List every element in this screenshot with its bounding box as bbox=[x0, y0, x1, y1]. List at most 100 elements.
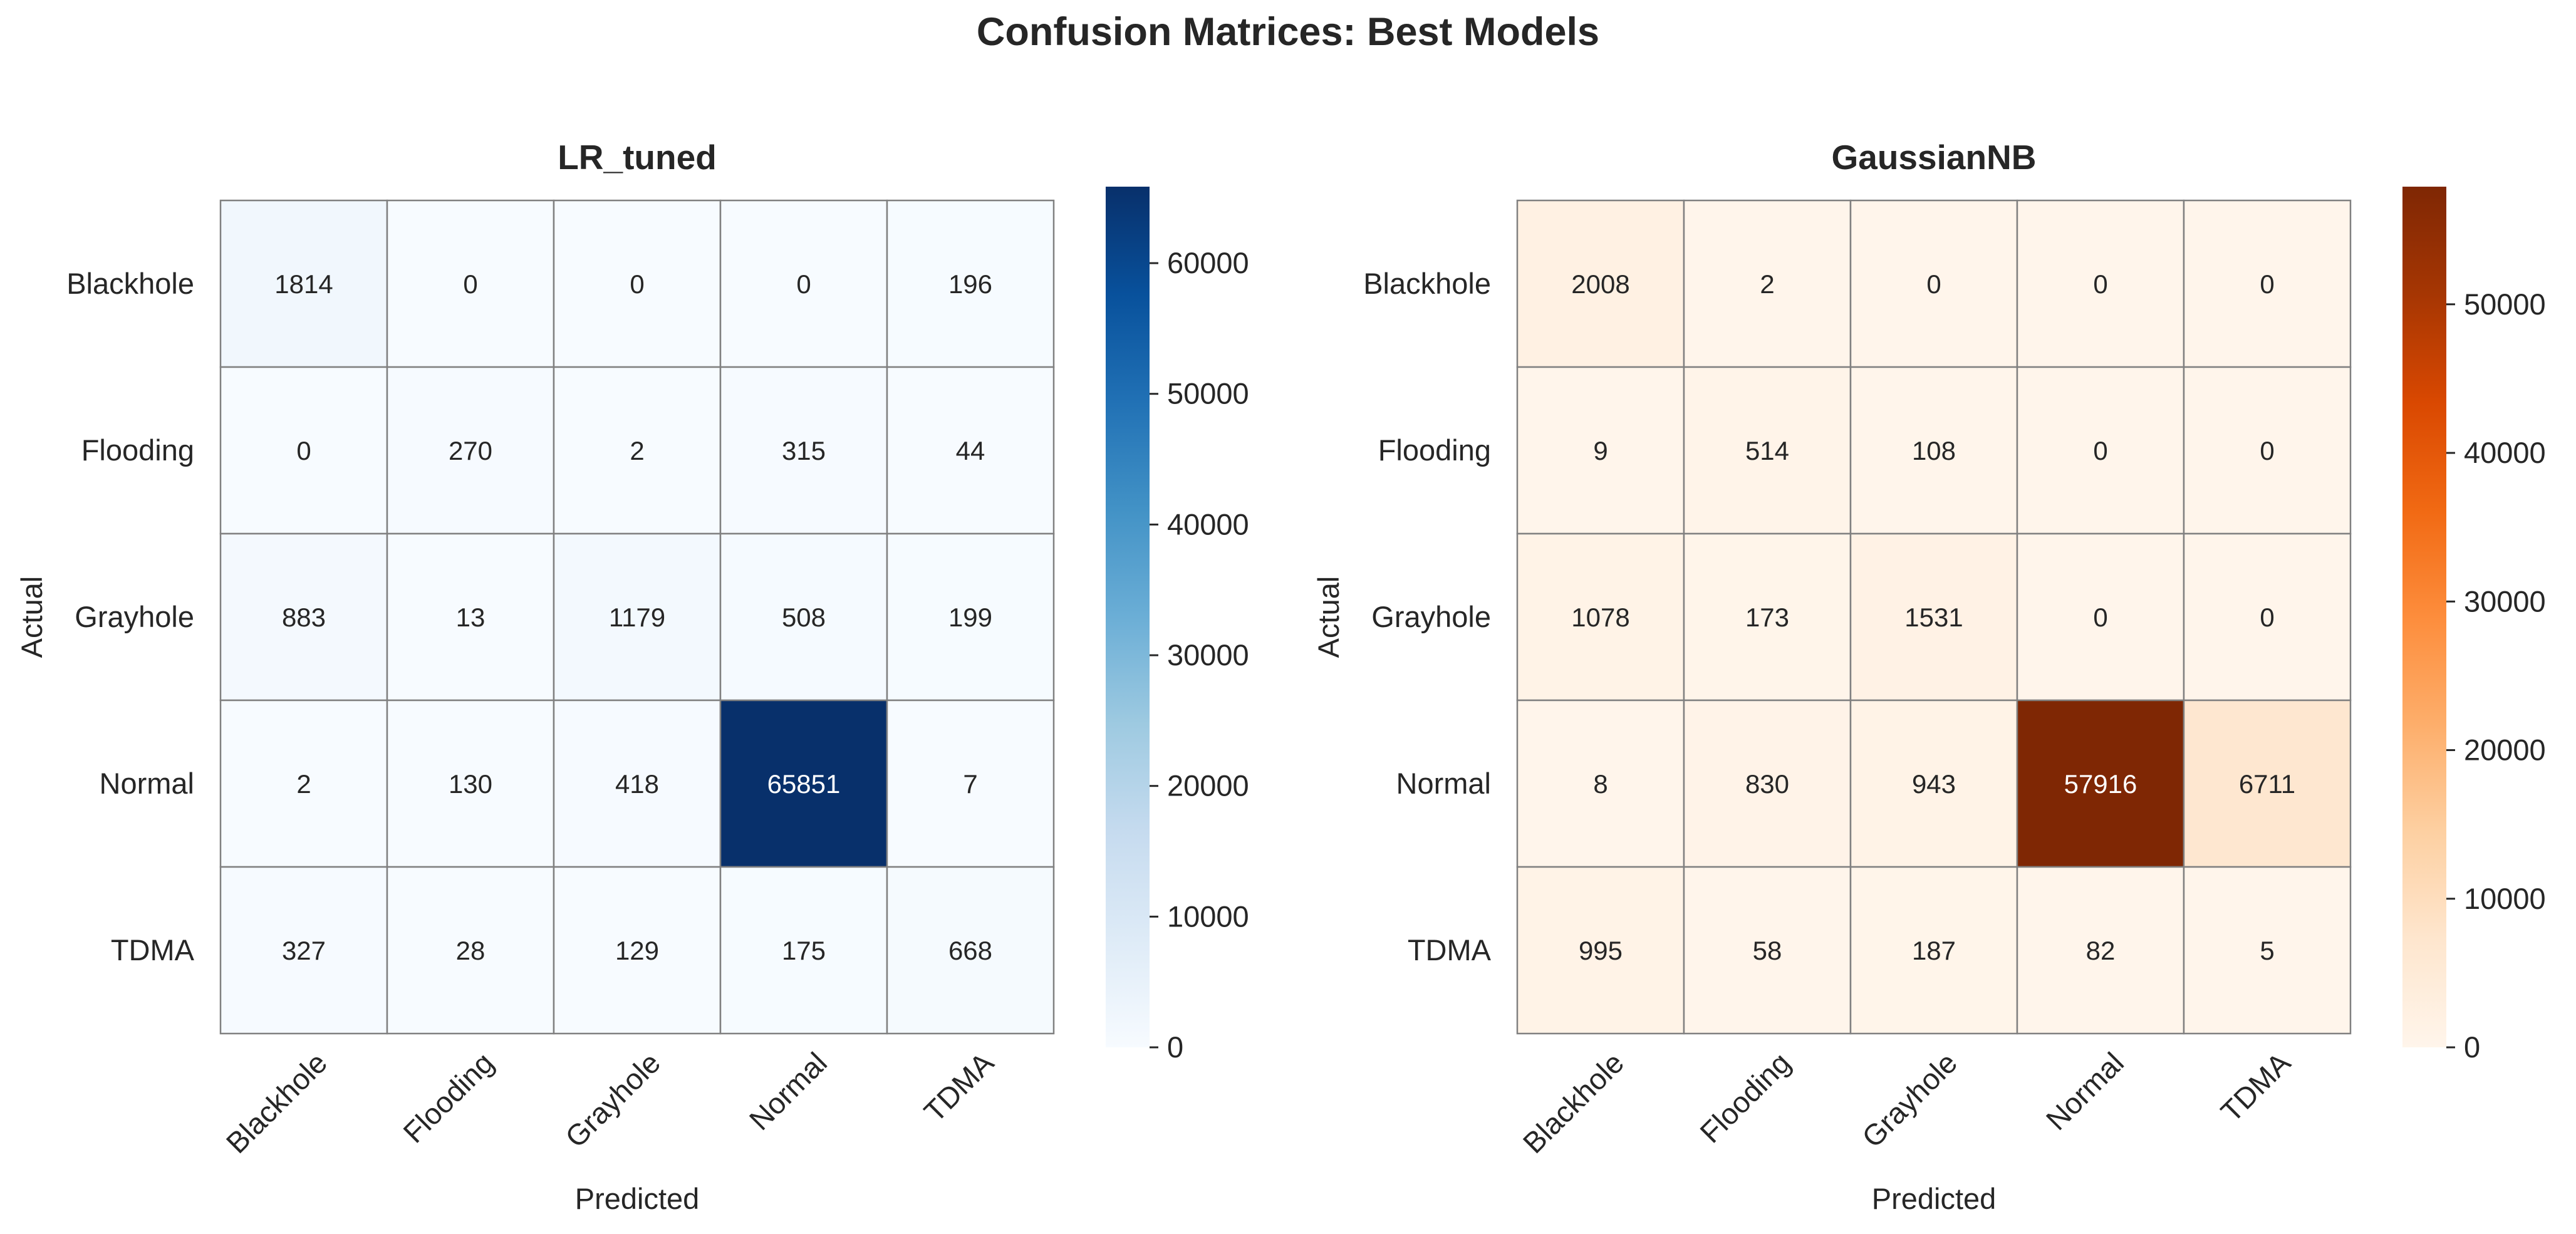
cell-value-label: 2 bbox=[296, 769, 311, 799]
heatmap-cell bbox=[1849, 366, 2018, 535]
y-tick-label: Grayhole bbox=[75, 600, 194, 633]
cell-value-label: 6711 bbox=[2239, 769, 2295, 799]
cell-value-label: 28 bbox=[456, 936, 486, 965]
heatmap-cell bbox=[219, 199, 388, 368]
cell-value-label: 0 bbox=[796, 269, 811, 299]
cell-value-label: 1078 bbox=[1571, 603, 1629, 632]
cell-value-label: 108 bbox=[1912, 436, 1956, 465]
heatmap-cell bbox=[219, 366, 388, 535]
heatmap-cell bbox=[886, 866, 1055, 1035]
heatmap-cell bbox=[2183, 199, 2352, 368]
cell-value-label: 830 bbox=[1745, 769, 1789, 799]
heatmap-cell bbox=[553, 699, 722, 868]
heatmap-cell bbox=[719, 699, 888, 868]
cell-value-label: 418 bbox=[615, 769, 659, 799]
y-tick-label: Blackhole bbox=[1363, 267, 1491, 300]
heatmap-cell bbox=[1849, 199, 2018, 368]
cell-value-label: 187 bbox=[1912, 936, 1956, 965]
y-axis-label: Actual bbox=[1312, 576, 1345, 658]
colorbar-tick-label: 0 bbox=[2464, 1030, 2480, 1064]
cell-value-label: 0 bbox=[630, 269, 644, 299]
panel-title: GaussianNB bbox=[1831, 138, 2036, 177]
figure-title: Confusion Matrices: Best Models bbox=[977, 10, 1599, 54]
heatmap-cell bbox=[1516, 866, 1685, 1035]
heatmap-cell bbox=[2183, 532, 2352, 702]
heatmap-cell bbox=[386, 699, 555, 868]
heatmap-cell bbox=[2016, 366, 2185, 535]
cell-value-label: 315 bbox=[782, 436, 826, 465]
heatmap-panel-nb: GaussianNB 2008 2 0 0 0 9 514 108 0 0 1078 173 1531 0 0… bbox=[1312, 138, 2546, 1215]
y-tick-label: Flooding bbox=[81, 433, 194, 467]
cell-value-label: 995 bbox=[1579, 936, 1623, 965]
heatmap-cell bbox=[219, 866, 388, 1035]
y-tick-label: Blackhole bbox=[66, 267, 194, 300]
cell-value-label: 0 bbox=[463, 269, 477, 299]
cell-value-label: 0 bbox=[2260, 269, 2274, 299]
heatmap-cell bbox=[2016, 866, 2185, 1035]
x-tick-label: Normal bbox=[742, 1046, 833, 1137]
heatmap-cell bbox=[2183, 866, 2352, 1035]
cell-value-label: 13 bbox=[456, 603, 486, 632]
cell-value-label: 1179 bbox=[609, 603, 665, 632]
heatmap-cell bbox=[719, 199, 888, 368]
colorbar-tick-label: 10000 bbox=[1167, 900, 1249, 933]
heatmap-cell bbox=[886, 532, 1055, 702]
heatmap-cell bbox=[1516, 699, 1685, 868]
cell-value-label: 943 bbox=[1912, 769, 1956, 799]
heatmap-cell bbox=[386, 199, 555, 368]
cell-value-label: 9 bbox=[1593, 436, 1607, 465]
heatmap-cell bbox=[719, 532, 888, 702]
colorbar-tick-label: 20000 bbox=[1167, 769, 1249, 802]
x-tick-label: Flooding bbox=[397, 1046, 500, 1149]
cell-value-label: 196 bbox=[948, 269, 992, 299]
heatmap-cell bbox=[553, 866, 722, 1035]
heatmap-cell bbox=[1683, 699, 1852, 868]
heatmap-cell bbox=[386, 532, 555, 702]
heatmap-cell bbox=[2016, 532, 2185, 702]
y-tick-label: Normal bbox=[100, 767, 194, 800]
cell-value-label: 0 bbox=[2093, 603, 2107, 632]
y-tick-label: Flooding bbox=[1378, 433, 1491, 467]
cell-value-label: 129 bbox=[615, 936, 659, 965]
x-axis-label: Predicted bbox=[575, 1182, 700, 1215]
cell-value-label: 0 bbox=[2260, 603, 2274, 632]
cell-value-label: 270 bbox=[449, 436, 492, 465]
cell-value-label: 1531 bbox=[1904, 603, 1963, 632]
heatmap-cell bbox=[1516, 532, 1685, 702]
cell-value-label: 2008 bbox=[1571, 269, 1629, 299]
cell-value-label: 130 bbox=[449, 769, 492, 799]
x-tick-label: Grayhole bbox=[1856, 1046, 1963, 1154]
heatmap-cell bbox=[1849, 866, 2018, 1035]
cell-value-label: 327 bbox=[282, 936, 326, 965]
heatmap-cell bbox=[886, 366, 1055, 535]
cell-value-label: 2 bbox=[1760, 269, 1774, 299]
heatmap-cell bbox=[2183, 699, 2352, 868]
heatmap-cell bbox=[553, 366, 722, 535]
heatmap-cell bbox=[1683, 866, 1852, 1035]
cell-value-label: 883 bbox=[282, 603, 326, 632]
x-tick-label: Grayhole bbox=[559, 1046, 667, 1154]
cell-value-label: 1814 bbox=[274, 269, 333, 299]
colorbar bbox=[1106, 187, 1150, 1047]
colorbar-tick-label: 50000 bbox=[2464, 288, 2546, 321]
cell-value-label: 199 bbox=[948, 603, 992, 632]
cell-value-label: 8 bbox=[1593, 769, 1607, 799]
cell-value-label: 65851 bbox=[767, 769, 841, 799]
cell-value-label: 668 bbox=[948, 936, 992, 965]
y-axis-label: Actual bbox=[15, 576, 48, 658]
heatmap-cell bbox=[553, 199, 722, 368]
heatmap-cell bbox=[1849, 699, 2018, 868]
colorbar-tick-label: 30000 bbox=[2464, 584, 2546, 618]
cell-value-label: 0 bbox=[296, 436, 311, 465]
cell-value-label: 2 bbox=[630, 436, 644, 465]
x-tick-label: Blackhole bbox=[1516, 1046, 1630, 1160]
colorbar-tick-label: 40000 bbox=[1167, 507, 1249, 541]
colorbar-tick-label: 40000 bbox=[2464, 436, 2546, 469]
cell-value-label: 58 bbox=[1753, 936, 1782, 965]
x-axis-label: Predicted bbox=[1872, 1182, 1997, 1215]
colorbar-tick-label: 10000 bbox=[2464, 882, 2546, 915]
y-tick-label: Normal bbox=[1396, 767, 1491, 800]
